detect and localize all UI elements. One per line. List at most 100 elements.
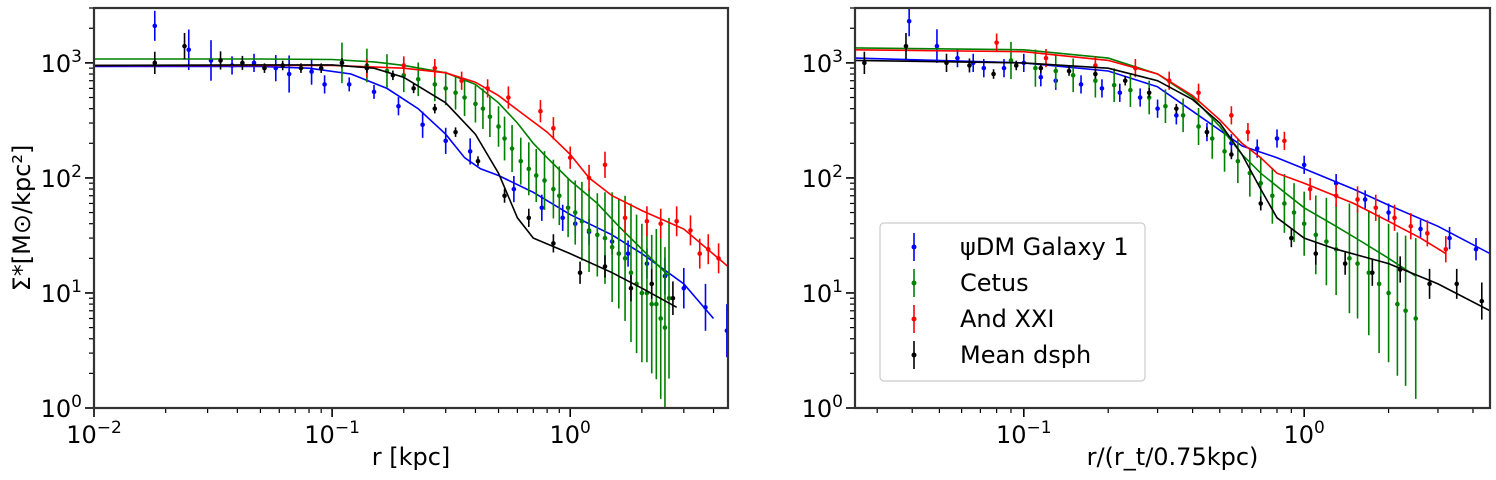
y-tick-label: 101 <box>802 277 843 308</box>
data-point <box>579 218 585 224</box>
data-point <box>1355 261 1360 266</box>
axes-frame <box>853 6 1492 410</box>
data-point <box>595 232 600 238</box>
data-point <box>609 244 615 250</box>
data-point <box>688 228 693 233</box>
data-point <box>1392 215 1397 221</box>
x-tick-label: 10−2 <box>66 418 122 449</box>
y-axis-title: Σ*[M⊙/kpc²] <box>8 145 36 292</box>
data-point <box>991 71 996 77</box>
data-point <box>453 129 458 135</box>
y-tick-label: 100 <box>41 392 82 423</box>
data-point <box>560 215 565 221</box>
model-curve-andxxi <box>94 64 728 268</box>
data-point <box>1362 197 1368 202</box>
data-point <box>1258 180 1264 186</box>
data-point <box>1347 256 1352 261</box>
data-point <box>1235 158 1241 164</box>
data-point <box>551 186 556 192</box>
data-point <box>644 218 650 224</box>
data-point <box>1196 90 1201 96</box>
data-point <box>862 60 867 66</box>
data-point <box>182 43 187 49</box>
series-dsph <box>152 32 676 316</box>
data-point <box>1196 124 1201 129</box>
data-point <box>371 89 377 95</box>
data-point <box>649 281 655 287</box>
data-point <box>1013 63 1019 68</box>
x-tick-label: 100 <box>1283 418 1324 449</box>
data-point <box>1313 232 1319 238</box>
data-point <box>1403 308 1408 314</box>
data-point <box>906 18 912 24</box>
data-point <box>572 210 578 215</box>
data-point <box>1386 290 1391 296</box>
data-point <box>674 218 679 224</box>
data-point <box>551 241 556 246</box>
data-point <box>496 124 501 129</box>
data-point <box>616 251 622 256</box>
data-point <box>1386 210 1391 215</box>
data-point <box>1163 103 1168 109</box>
legend-marker-dot <box>911 352 917 358</box>
data-point <box>453 90 458 96</box>
y-tick-label: 101 <box>41 277 82 308</box>
data-point <box>487 114 493 120</box>
data-point <box>1301 221 1307 227</box>
data-point <box>1301 162 1307 168</box>
legend-label: Cetus <box>960 269 1029 297</box>
data-point <box>1229 152 1234 157</box>
data-point <box>432 65 438 71</box>
legend-box <box>879 222 1146 382</box>
data-point <box>1282 201 1287 206</box>
data-point <box>622 215 628 221</box>
data-point <box>420 122 425 128</box>
data-point <box>1111 82 1117 88</box>
legend-marker-dot <box>911 244 917 250</box>
data-point <box>1038 65 1044 71</box>
model-curve-cetus <box>94 58 670 277</box>
data-point <box>1366 270 1372 276</box>
data-point <box>526 215 532 221</box>
y-tick-label: 100 <box>802 392 843 423</box>
data-point <box>1274 136 1280 141</box>
data-point <box>1427 281 1432 287</box>
model-curve-dsph <box>94 64 678 309</box>
data-point <box>218 58 223 63</box>
data-point <box>577 270 583 276</box>
data-point <box>1282 138 1287 144</box>
data-point <box>506 95 511 100</box>
data-point <box>1174 113 1179 118</box>
y-tick-label: 103 <box>41 47 82 78</box>
data-point <box>1245 129 1251 135</box>
data-point <box>1180 113 1186 118</box>
data-point <box>1324 239 1329 244</box>
data-point <box>1204 129 1210 135</box>
data-point <box>565 205 571 211</box>
legend-label: ψDM Galaxy 1 <box>960 233 1129 261</box>
data-point <box>658 221 664 227</box>
data-point <box>262 65 267 71</box>
data-point <box>467 149 473 154</box>
data-point <box>1209 136 1215 141</box>
legend-entry: And XXI <box>911 305 1054 333</box>
data-point <box>557 193 562 199</box>
data-point <box>1425 231 1430 236</box>
data-point <box>1137 95 1143 100</box>
data-point <box>539 205 545 211</box>
data-point <box>509 146 515 151</box>
data-point <box>473 101 478 107</box>
panel-left: 10−2 10−1 100 100 101 102 103 r [kpc] <box>41 6 730 471</box>
legend-entry: ψDM Galaxy 1 <box>911 233 1129 261</box>
legend-entry: Mean dsph <box>911 341 1091 369</box>
model-curve-andxxi <box>855 49 1447 255</box>
data-point <box>511 186 517 192</box>
data-point <box>443 86 449 91</box>
data-point <box>526 166 532 172</box>
data-point <box>1093 78 1098 84</box>
data-point <box>981 65 987 71</box>
data-point <box>1229 113 1234 118</box>
legend-marker-dot <box>911 280 917 286</box>
data-point <box>602 264 608 269</box>
data-point <box>681 285 687 291</box>
